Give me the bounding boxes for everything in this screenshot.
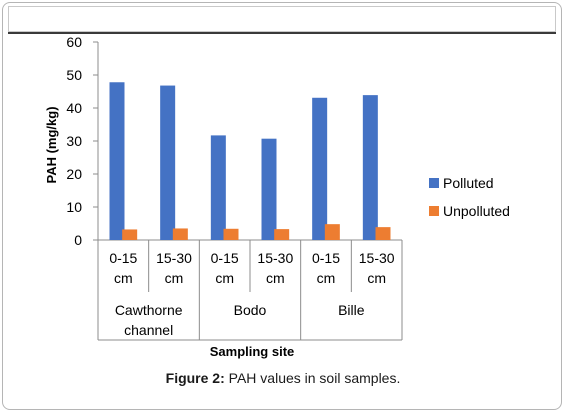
y-tick-labels: 0 10 20 30 40 50 60 [66,34,82,248]
chart-bars [109,82,391,241]
x-group-label: Bodo [234,302,267,318]
x-category-label: 15-30 [156,250,192,266]
x-axis-title: Sampling site [210,344,295,359]
legend-label-polluted: Polluted [443,175,494,191]
legend-swatch-unpolluted [429,206,439,216]
bar-polluted [362,95,378,240]
y-tick-label: 50 [66,67,82,83]
header-rule [8,32,556,34]
bar-unpolluted [324,224,340,240]
y-axis-title: PAH (mg/kg) [44,106,59,183]
x-category-label: cm [114,270,133,286]
x-category-label: cm [266,270,285,286]
x-category-label: 0-15 [109,250,137,266]
legend-swatch-polluted [429,178,439,188]
x-category-label: 0-15 [211,250,239,266]
figure-header-box [8,6,556,32]
x-group-label: Bille [338,302,365,318]
x-category-label: cm [215,270,234,286]
bar-polluted [261,138,277,240]
x-category-label: 0-15 [312,250,340,266]
y-tick-label: 60 [66,34,82,50]
y-tick-label: 10 [66,199,82,215]
x-group-label: Cawthorne [115,302,183,318]
y-tick-label: 0 [74,232,82,248]
x-category-labels: 0-15 cm 15-30 cm 0-15 cm 15-30 cm 0-15 cm 15-30 cm [109,250,394,286]
y-tick-label: 30 [66,133,82,149]
bar-unpolluted [223,228,239,240]
x-group-labels: Cawthorne channel Bodo Bille [115,302,365,338]
x-category-label: cm [317,270,336,286]
y-tick-label: 40 [66,100,82,116]
chart-legend: Polluted Unpolluted [429,175,510,219]
x-category-label: 15-30 [257,250,293,266]
figure-caption: Figure 2: PAH values in soil samples. [0,370,566,386]
bar-unpolluted [274,229,290,240]
x-category-label: cm [367,270,386,286]
chart-axes [93,41,403,341]
bar-polluted [312,97,328,241]
figure-frame [2,2,562,410]
caption-label: Figure 2: [165,370,225,386]
bar-polluted [210,135,226,240]
legend-label-unpolluted: Unpolluted [443,203,510,219]
x-category-label: 15-30 [359,250,395,266]
x-group-label: channel [124,322,173,338]
bar-unpolluted [172,228,188,240]
bar-polluted [160,85,176,240]
bar-unpolluted [122,229,138,240]
bar-unpolluted [375,227,391,240]
x-category-label: cm [165,270,184,286]
caption-text: PAH values in soil samples. [224,370,401,386]
y-tick-label: 20 [66,166,82,182]
bar-polluted [109,82,125,240]
